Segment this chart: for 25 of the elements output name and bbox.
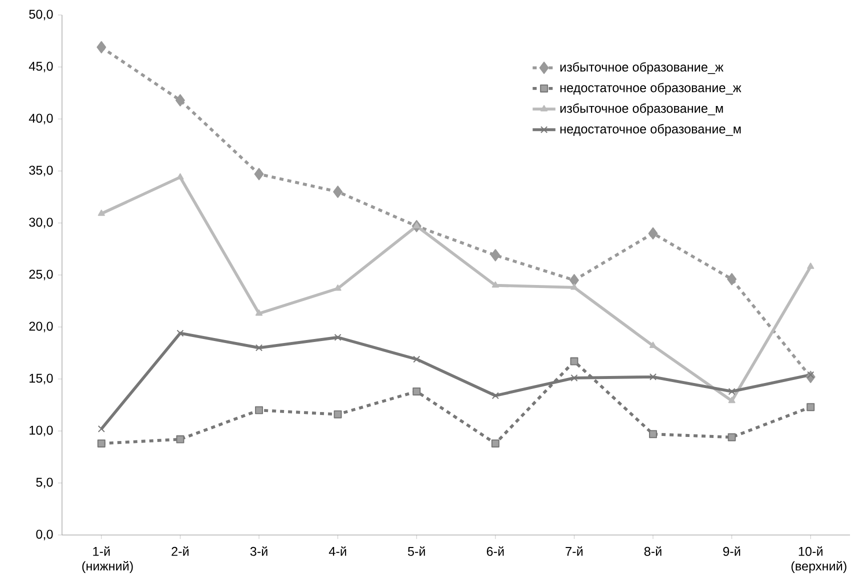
y-tick-label: 40,0 bbox=[28, 114, 53, 124]
y-tick-label: 20,0 bbox=[29, 322, 53, 332]
y-tick-label: 35,0 bbox=[29, 166, 53, 176]
x-tick-label: 5-й bbox=[408, 546, 425, 556]
x-tick-label: 1-й (нижний) bbox=[82, 546, 133, 574]
y-tick-label: 45,0 bbox=[28, 62, 53, 72]
y-tick-label: 50,0 bbox=[29, 10, 53, 20]
legend-label: избыточное образование_ж bbox=[560, 62, 724, 74]
y-tick-label: 30,0 bbox=[29, 218, 53, 228]
y-tick-label: 0,0 bbox=[36, 530, 53, 540]
x-tick-label: 9-й bbox=[723, 546, 740, 556]
x-tick-label: 2-й bbox=[172, 546, 188, 556]
legend-label: недостаточное образование_м bbox=[560, 124, 741, 136]
y-tick-label: 10,0 bbox=[30, 426, 53, 436]
legend-label: избыточное образование_м bbox=[560, 103, 723, 116]
y-tick-label: 5,0 bbox=[36, 478, 53, 488]
x-tick-label: 8-й bbox=[644, 546, 662, 556]
x-tick-label: 6-й bbox=[486, 546, 504, 556]
x-tick-label: 7-й bbox=[566, 546, 582, 556]
x-tick-label: 10-й (верхний) bbox=[791, 546, 846, 574]
legend-label: недостаточное образование_ж bbox=[560, 82, 742, 95]
x-tick-label: 3-й bbox=[250, 546, 268, 556]
y-tick-label: 15,0 bbox=[30, 374, 53, 384]
y-tick-label: 25,0 bbox=[29, 270, 53, 280]
x-tick-label: 4-й bbox=[328, 546, 346, 556]
